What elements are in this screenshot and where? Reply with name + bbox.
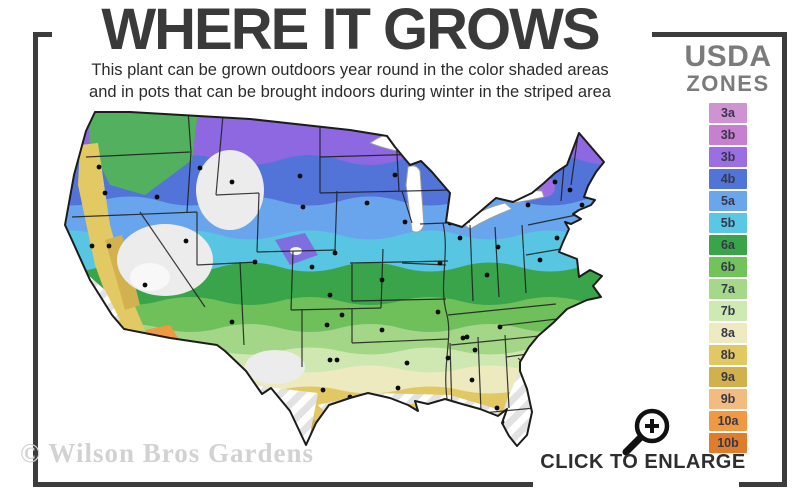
city-dot — [229, 179, 235, 185]
striped-area-socal — [88, 275, 120, 323]
zone-chip-9a: 9a — [709, 367, 747, 388]
city-dot — [327, 292, 333, 298]
zone-chip-8b: 8b — [709, 345, 747, 366]
city-dot — [445, 355, 451, 361]
city-dot — [537, 257, 543, 263]
city-dot — [183, 238, 189, 244]
city-dot — [457, 235, 463, 241]
zone-chip-6a: 6a — [709, 235, 747, 256]
legend-title-zones: ZONES — [686, 71, 770, 96]
pacific-northwest-green-patch — [88, 112, 198, 195]
zone-chip-7b: 7b — [709, 301, 747, 322]
zone-chip-10a: 10a — [709, 411, 747, 432]
zone-chip-9b: 9b — [709, 389, 747, 410]
subtitle: This plant can be grown outdoors year ro… — [35, 60, 665, 104]
city-dot — [364, 200, 370, 206]
subtitle-line-1: This plant can be grown outdoors year ro… — [91, 61, 609, 79]
city-dot — [96, 164, 102, 170]
city-dot — [469, 377, 475, 383]
city-dot — [567, 187, 573, 193]
city-dot — [154, 194, 160, 200]
city-dot — [484, 272, 490, 278]
frame-bottom-gap — [533, 474, 739, 494]
usda-zones-legend: USDA ZONES 3a 3b 3b 4b 5a 5b 6a 6b 7a 7b 8a 8b 9a 9b 1… — [680, 42, 776, 455]
city-dot — [320, 387, 326, 393]
subtitle-line-2: and in pots that can be brought indoors … — [89, 82, 611, 101]
city-dot — [497, 324, 503, 330]
striped-area-south-texas — [250, 385, 318, 445]
zone-chip-3a: 3a — [709, 103, 747, 124]
city-dot — [435, 309, 441, 315]
city-dots — [89, 164, 585, 425]
zone-chip-6b: 6b — [709, 257, 747, 278]
watermark: © Wilson Bros Gardens — [20, 438, 314, 468]
zone-chip-4b: 4b — [709, 169, 747, 190]
city-dot — [494, 405, 500, 411]
city-dot — [309, 264, 315, 270]
page-title: WHERE IT GROWS — [101, 0, 600, 62]
city-dot — [554, 235, 560, 241]
city-dot — [89, 243, 95, 249]
city-dot — [395, 385, 401, 391]
city-dot — [472, 347, 478, 353]
city-dot — [106, 243, 112, 249]
city-dot — [334, 357, 340, 363]
zone-chip-3b: 3b — [709, 125, 747, 146]
zone-chip-5a: 5a — [709, 191, 747, 212]
zone-chip-8a: 8a — [709, 323, 747, 344]
legend-title-usda: USDA — [684, 40, 772, 73]
city-dot — [197, 165, 203, 171]
city-dot — [495, 244, 501, 250]
city-dot — [332, 250, 338, 256]
city-dot — [379, 327, 385, 333]
zoom-in-icon[interactable] — [616, 402, 678, 467]
striped-area-florida — [502, 370, 532, 446]
rockies-gray-patch — [196, 150, 264, 230]
city-dot — [324, 322, 330, 328]
city-dot — [552, 179, 558, 185]
zone-chip-list: 3a 3b 3b 4b 5a 5b 6a 6b 7a 7b 8a 8b 9a 9b 10a 10b — [680, 103, 776, 454]
city-dot — [102, 190, 108, 196]
city-dot — [159, 340, 165, 346]
zone-chip-3b: 3b — [709, 147, 747, 168]
zone-chip-10b: 10b — [709, 433, 747, 454]
city-dot — [229, 319, 235, 325]
zone-chip-5b: 5b — [709, 213, 747, 234]
city-dot — [327, 357, 333, 363]
city-dot — [379, 277, 385, 283]
west-coast-yellow-strip — [78, 143, 145, 333]
city-dot — [392, 172, 398, 178]
city-dot — [252, 259, 258, 265]
click-to-enlarge-button[interactable]: CLICK TO ENLARGE — [540, 451, 746, 473]
us-outline — [64, 111, 605, 447]
usa-zones-map[interactable] — [50, 105, 670, 475]
city-dot — [460, 335, 466, 341]
city-dot — [339, 312, 345, 318]
city-dot — [525, 202, 531, 208]
desert-gray-patch — [245, 350, 305, 384]
city-dot — [300, 204, 306, 210]
city-dot — [402, 219, 408, 225]
city-dot — [142, 282, 148, 288]
city-dot — [297, 173, 303, 179]
city-dot — [437, 260, 443, 266]
city-dot — [579, 202, 585, 208]
city-dot — [464, 334, 470, 340]
zone-chip-7a: 7a — [709, 279, 747, 300]
city-dot — [404, 360, 410, 366]
frame-top-gap — [52, 24, 652, 42]
